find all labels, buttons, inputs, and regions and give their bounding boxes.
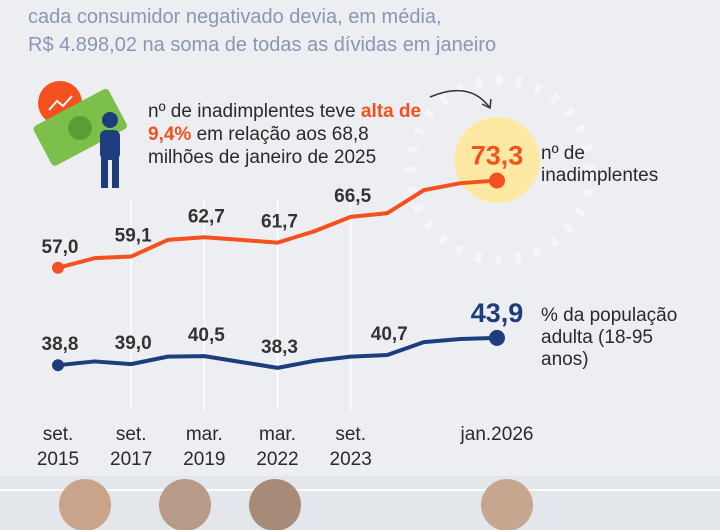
arrow [429,89,491,109]
x-tick-label: mar. 2019 [183,424,225,470]
header-line: R$ 4.898,02 na soma de todas as dívidas … [28,34,497,56]
value-label: 73,3 [471,141,524,171]
value-label: 43,9 [471,298,524,328]
value-label: 66,5 [334,186,371,207]
series-name: nº de inadimplentes [541,142,659,186]
value-label: 62,7 [188,206,225,227]
end-point [489,329,505,346]
photo-band [0,476,720,530]
value-label: 38,8 [42,334,79,355]
x-tick-label: jan.2026 [460,424,534,445]
x-tick-label: mar. 2022 [256,424,298,470]
x-tick-label: set. 2015 [37,424,79,470]
president-photos [59,479,533,530]
annotation-text: em relação aos 68,8 milhões de janeiro d… [148,124,377,168]
x-tick-label: set. 2023 [330,424,372,470]
value-label: 39,0 [115,333,152,354]
end-point [489,172,505,189]
x-tick-label: set. 2017 [110,424,152,470]
series-line [57,335,498,370]
value-label: 61,7 [261,212,298,233]
debt-illustration [33,81,127,188]
series-name: % da população adulta (18-95 anos) [541,304,678,370]
annotation-highlight: alta de 9,4% [148,101,422,145]
annotation: nº de inadimplentes teve alta de 9,4% em… [148,100,433,169]
decoration [405,75,595,265]
value-label: 57,0 [42,237,79,258]
value-label: 40,5 [188,325,225,346]
series-line [57,178,498,270]
annotation-text: nº de inadimplentes teve [148,101,361,122]
end-point [52,359,64,372]
header-line: cada consumidor negativado devia, em méd… [28,6,442,28]
end-point [52,261,64,274]
value-label: 40,7 [371,324,408,345]
value-label: 59,1 [115,226,152,247]
value-label: 38,3 [261,337,298,358]
arrowhead [481,98,492,110]
